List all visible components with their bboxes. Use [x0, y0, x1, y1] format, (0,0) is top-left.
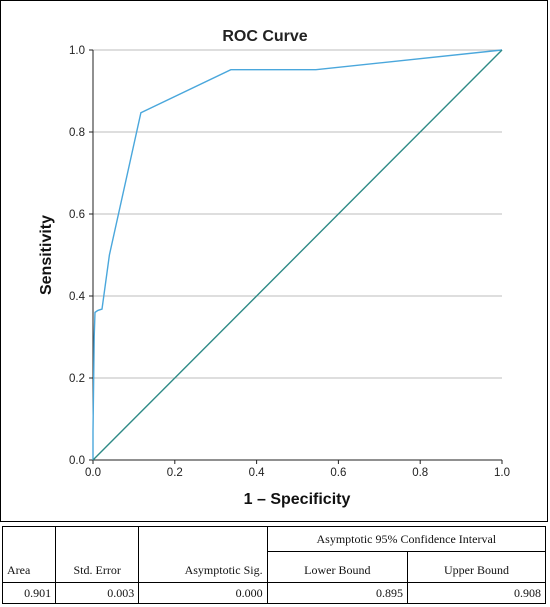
upper-bound-value: 0.908	[407, 582, 546, 604]
table-subheader-row: Lower Bound Upper Bound	[3, 551, 546, 583]
x-axis-label: 1 – Specificity	[244, 491, 351, 508]
table-header-row: Area Std. Error Asymptotic Sig. Asymptot…	[1, 526, 547, 583]
chart-title: ROC Curve	[222, 28, 307, 45]
asymptotic-sig-header: Asymptotic Sig.	[138, 526, 268, 583]
upper-bound-header: Upper Bound	[407, 551, 546, 583]
x-tick-label-3: 0.6	[330, 467, 346, 479]
reference-diagonal-line	[92, 49, 503, 461]
std-error-header: Std. Error	[55, 526, 140, 583]
grid	[93, 49, 502, 379]
y-tick-label-5: 1.0	[69, 45, 85, 57]
series	[92, 49, 503, 461]
roc-curve-line	[92, 49, 503, 460]
confidence-interval-header: Asymptotic 95% Confidence Interval	[266, 526, 547, 552]
x-tick-label-0: 0.0	[85, 467, 101, 479]
y-tick-label-2: 0.4	[69, 291, 86, 303]
lower-bound-header: Lower Bound	[266, 551, 409, 583]
roc-chart-frame: ROC Curve 0.0 0.2 0.4 0.6 0.8 1.0 0.0 0.2 0.4 0.6…	[0, 0, 548, 522]
x-tick-label-2: 0.4	[249, 467, 266, 479]
lower-bound-value: 0.895	[266, 582, 409, 604]
y-tick-label-4: 0.8	[69, 127, 85, 139]
y-axis-label: Sensitivity	[38, 215, 55, 295]
y-tick-label-0: 0.0	[69, 455, 85, 467]
x-tick-label-4: 0.8	[412, 467, 428, 479]
x-tick-label-5: 1.0	[494, 467, 510, 479]
table-row: 0.901 0.003 0.000 0.895 0.908	[1, 582, 546, 604]
area-value: 0.901	[1, 582, 57, 604]
y-tick-label-3: 0.6	[69, 209, 85, 221]
area-header: Area	[1, 526, 57, 583]
y-tick-label-1: 0.2	[69, 373, 85, 385]
asymptotic-sig-value: 0.000	[138, 582, 268, 604]
auc-statistics-table: Area Std. Error Asymptotic Sig. Asymptot…	[1, 526, 547, 604]
std-error-value: 0.003	[55, 582, 140, 604]
roc-chart: ROC Curve 0.0 0.2 0.4 0.6 0.8 1.0 0.0 0.2 0.4 0.6…	[38, 28, 510, 508]
ticks: 0.0 0.2 0.4 0.6 0.8 1.0 0.0 0.2 0.4 0.6 0.8 1.0	[69, 45, 510, 479]
x-tick-label-1: 0.2	[167, 467, 183, 479]
